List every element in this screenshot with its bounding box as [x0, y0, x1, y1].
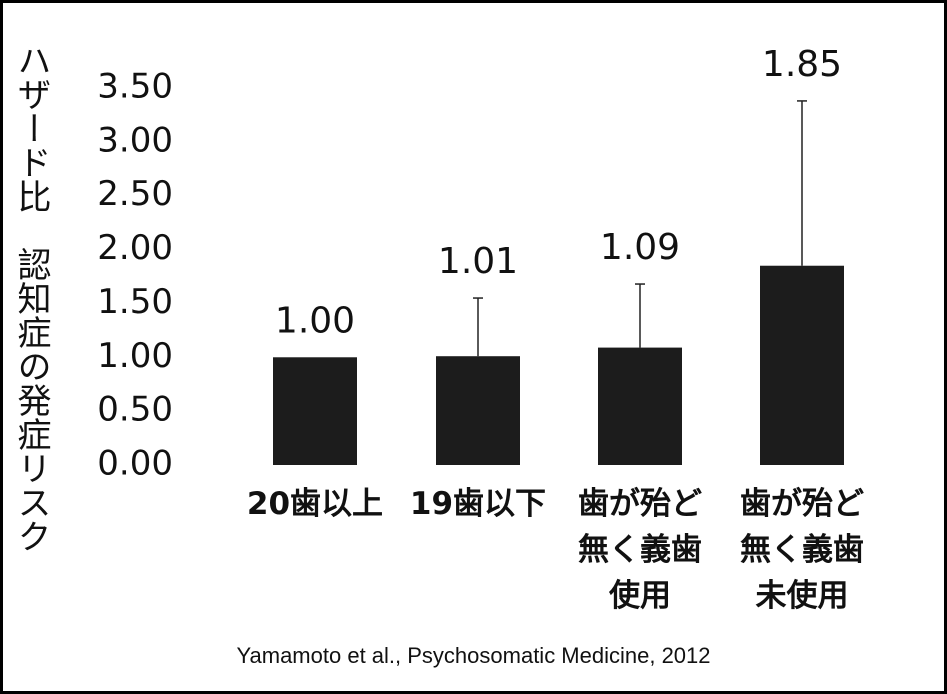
y-tick-label: 2.50 — [97, 174, 173, 214]
y-tick-label: 1.50 — [97, 282, 173, 322]
x-tick-label: 19歯以下 — [409, 486, 547, 522]
bar — [436, 356, 520, 465]
x-tick-label: 20歯以上 — [246, 486, 384, 522]
y-tick-label: 0.00 — [97, 444, 173, 484]
y-tick-label: 0.50 — [97, 390, 173, 430]
value-label: 1.00 — [275, 300, 355, 341]
y-tick-label: 3.00 — [97, 120, 173, 160]
y-tick-label: 3.50 — [97, 67, 173, 107]
y-tick-label: 2.00 — [97, 228, 173, 268]
value-label: 1.09 — [600, 227, 680, 268]
bar — [760, 265, 844, 465]
y-tick-label: 1.00 — [97, 336, 173, 376]
bar — [598, 347, 682, 465]
chart: 0.00 0.50 1.00 1.50 2.00 2.50 3.00 3.50 1.00 1.01… — [97, 44, 844, 484]
bar — [273, 357, 357, 465]
y-axis-label: ハザード比 認知症の発症リスク — [11, 43, 51, 553]
x-tick-label: 歯が殆ど 無く義歯 使用 — [578, 486, 702, 614]
source-note: Yamamoto et al., Psychosomatic Medicine,… — [236, 643, 711, 668]
value-label: 1.01 — [438, 241, 518, 282]
x-tick-label: 歯が殆ど 無く義歯 未使用 — [740, 486, 864, 614]
value-label: 1.85 — [762, 44, 842, 85]
